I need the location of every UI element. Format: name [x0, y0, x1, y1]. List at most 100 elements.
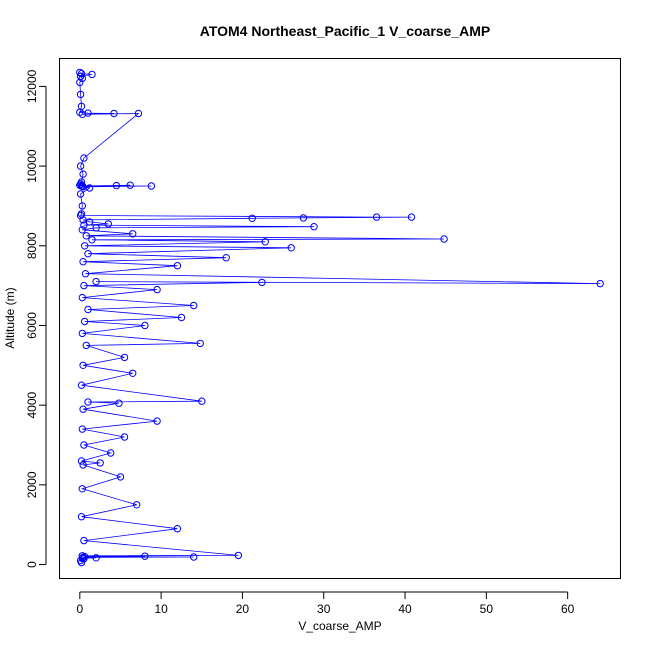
y-tick-label: 10000 [25, 149, 39, 183]
data-point [82, 341, 91, 350]
data-point [78, 293, 87, 302]
data-point [81, 270, 90, 278]
data-point [80, 221, 88, 229]
x-axis-label: V_coarse_AMP [298, 619, 381, 633]
data-point [79, 258, 87, 266]
data-point [78, 110, 87, 119]
data-point [173, 525, 182, 533]
data-point [173, 262, 182, 270]
data-point [78, 485, 87, 493]
data-point [76, 108, 84, 117]
y-axis: 0 2000 4000 6000 8000 10000 12000 [25, 69, 47, 568]
data-point [78, 226, 87, 234]
data-point [84, 109, 92, 117]
data-point [310, 223, 318, 231]
chart-title: ATOM4 Northeast_Pacific_1 V_coarse_AMP [200, 23, 491, 39]
data-point [104, 220, 113, 228]
data-point [78, 425, 87, 433]
y-tick-label: 4000 [25, 391, 39, 418]
data-point [116, 473, 125, 481]
y-tick-label: 2000 [25, 471, 39, 498]
data-point [126, 181, 134, 189]
x-tick-label: 50 [480, 602, 494, 616]
data-point [82, 232, 91, 240]
data-point [248, 214, 256, 223]
data-point [190, 553, 198, 561]
data-point [92, 277, 100, 286]
data-point [133, 501, 141, 509]
data-point [222, 254, 230, 262]
data-point [85, 218, 94, 226]
data-point [77, 381, 86, 389]
data-point [115, 399, 123, 407]
data-point [372, 213, 381, 221]
data-point [81, 242, 89, 250]
y-tick-label: 0 [25, 561, 39, 568]
data-point [141, 321, 149, 330]
data-point [234, 551, 243, 560]
x-tick-label: 40 [398, 602, 412, 616]
x-tick-label: 60 [561, 602, 575, 616]
data-point [120, 353, 129, 362]
data-point [196, 339, 204, 348]
data-point [96, 459, 104, 467]
data-point [79, 361, 87, 369]
data-point [177, 313, 186, 322]
data-point [596, 279, 604, 288]
data-point [78, 329, 87, 338]
data-point [141, 552, 149, 560]
data-point [84, 398, 92, 406]
y-tick-label: 8000 [25, 232, 39, 259]
data-point [80, 536, 88, 545]
data-point [110, 109, 118, 118]
data-point [198, 397, 206, 405]
y-axis-label: Altitude (m) [3, 287, 17, 348]
data-point [261, 238, 269, 246]
x-tick-label: 30 [317, 602, 331, 616]
series-layer [76, 68, 604, 567]
data-point [81, 317, 89, 326]
data-point [77, 558, 86, 567]
data-point [79, 170, 87, 178]
data-point [77, 457, 86, 465]
y-tick-label: 6000 [25, 312, 39, 339]
data-point [76, 78, 84, 87]
data-point [79, 461, 87, 469]
data-point [88, 70, 96, 79]
data-point [134, 109, 143, 118]
data-point [80, 441, 88, 449]
data-point [287, 244, 295, 252]
data-point [129, 230, 137, 238]
data-point [76, 90, 85, 99]
data-point [76, 190, 85, 198]
data-point [153, 417, 161, 425]
x-tick-label: 0 [76, 602, 83, 616]
data-point [85, 184, 94, 192]
data-point [78, 202, 87, 210]
data-point [77, 513, 86, 521]
x-tick-label: 20 [236, 602, 250, 616]
data-point [84, 305, 92, 314]
data-point [190, 301, 198, 310]
data-point [78, 74, 87, 83]
y-tick-label: 12000 [25, 69, 39, 103]
data-point [79, 216, 87, 224]
data-point [76, 162, 85, 170]
data-point [299, 214, 308, 222]
series-line [79, 72, 601, 563]
data-point [112, 181, 121, 190]
data-point [80, 154, 88, 162]
data-point [76, 68, 84, 77]
data-point [407, 213, 416, 221]
data-point [92, 554, 100, 562]
data-point [129, 369, 137, 377]
x-tick-label: 10 [154, 602, 168, 616]
data-point [79, 405, 87, 413]
data-point [258, 278, 266, 287]
data-point [120, 433, 129, 441]
data-point [84, 250, 92, 258]
data-point [153, 285, 161, 294]
data-point [107, 449, 115, 457]
data-point [92, 224, 100, 232]
